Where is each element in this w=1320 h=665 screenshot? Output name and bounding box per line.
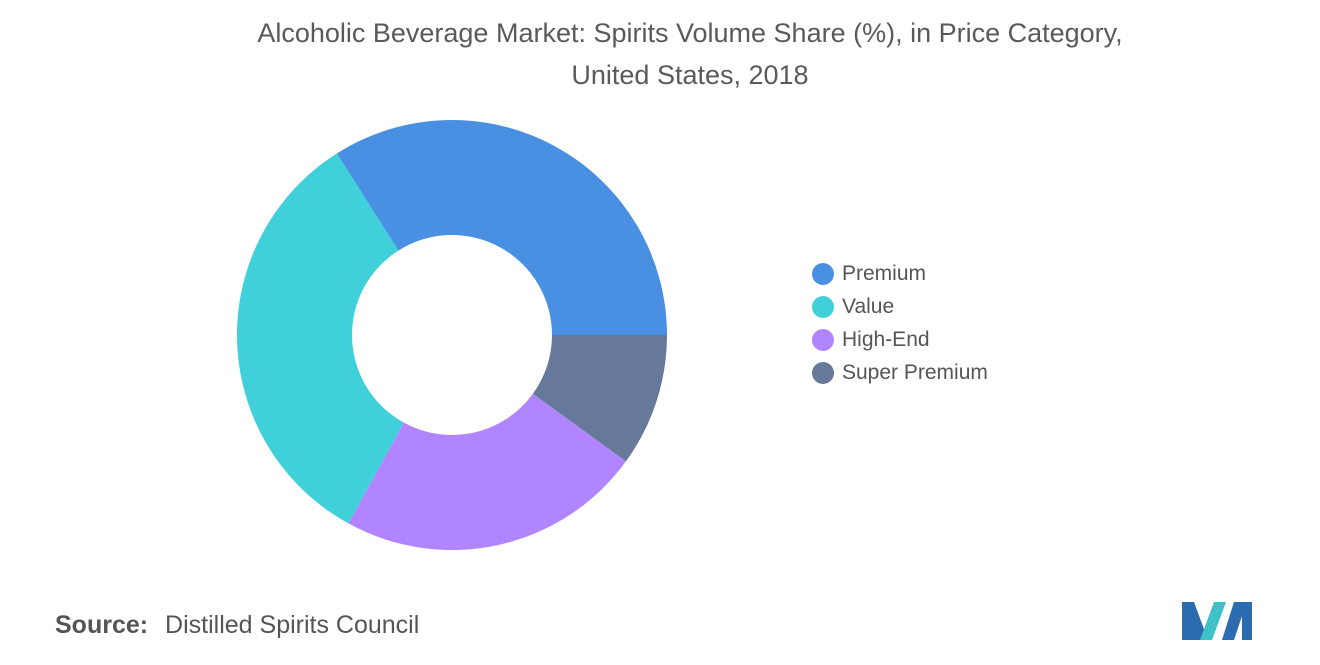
chart-title: Alcoholic Beverage Market: Spirits Volum… bbox=[0, 12, 1320, 96]
legend-item-high-end: High-End bbox=[812, 323, 988, 356]
legend-swatch bbox=[812, 361, 834, 384]
legend-label: Premium bbox=[842, 261, 927, 285]
donut-slice-value bbox=[236, 153, 404, 524]
source-label: Source: bbox=[55, 611, 149, 639]
chart-legend: Premium Value High-End Super Premium bbox=[812, 257, 988, 389]
legend-label: Value bbox=[842, 294, 895, 318]
legend-label: High-End bbox=[842, 327, 930, 351]
chart-title-line-1: Alcoholic Beverage Market: Spirits Volum… bbox=[257, 18, 1123, 48]
mordor-intelligence-logo-icon bbox=[1182, 602, 1252, 640]
source-text: Distilled Spirits Council bbox=[165, 611, 420, 639]
legend-item-premium: Premium bbox=[812, 257, 988, 290]
legend-item-value: Value bbox=[812, 290, 988, 323]
donut-slice-high-end bbox=[348, 393, 626, 550]
legend-swatch bbox=[812, 328, 834, 351]
chart-title-line-2: United States, 2018 bbox=[571, 60, 809, 90]
legend-label: Super Premium bbox=[842, 360, 988, 384]
legend-swatch bbox=[812, 262, 834, 285]
donut-slice-super-premium bbox=[532, 335, 667, 462]
legend-item-super-premium: Super Premium bbox=[812, 356, 988, 389]
donut-slice-premium bbox=[336, 119, 667, 336]
legend-swatch bbox=[812, 295, 834, 318]
source-note: Source: Distilled Spirits Council bbox=[55, 611, 419, 640]
